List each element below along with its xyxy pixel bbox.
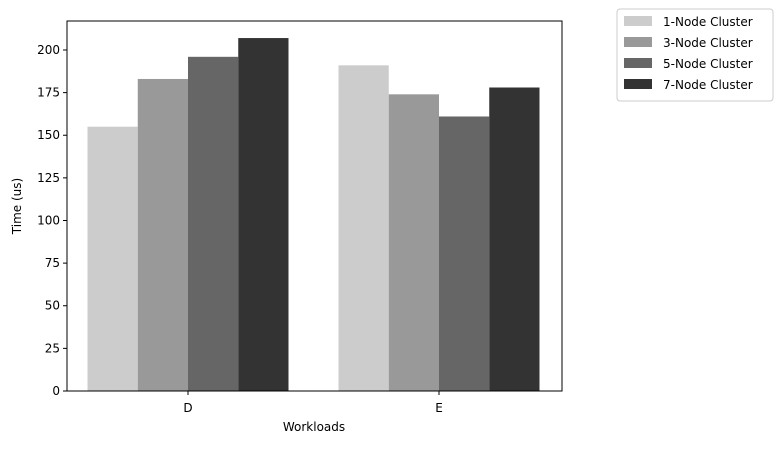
bar-D-series-3 [188,56,239,392]
legend-label: 1-Node Cluster [663,15,753,29]
bar-D-series-2 [137,78,188,391]
x-axis-label: Workloads [283,420,345,434]
bar-E-series-1 [338,65,389,391]
x-tick-label: D [183,401,192,415]
y-tick-label: 100 [37,213,60,227]
bar-D-series-1 [87,126,138,392]
plot-area-frame [66,20,563,392]
legend-swatch [624,37,652,47]
legend-label: 7-Node Cluster [663,78,753,92]
legend-swatch [624,16,652,26]
legend: 1-Node Cluster 3-Node Cluster 5-Node Clust… [616,8,774,102]
y-tick-label: 50 [45,299,60,313]
y-tick-label: 75 [45,256,60,270]
y-axis: 0 25 50 75 100 125 150 175 200 [37,43,67,398]
y-tick-label: 0 [52,384,60,398]
legend-swatch [624,58,652,68]
legend-label: 5-Node Cluster [663,57,753,71]
y-tick-label: 200 [37,43,60,57]
y-tick-label: 25 [45,341,60,355]
bars-layer [87,38,540,392]
x-tick-label: E [435,401,443,415]
legend-swatch [624,79,652,89]
y-tick-label: 175 [37,86,60,100]
bar-E-series-4 [489,87,540,391]
y-axis-label: Time (us) [10,178,24,235]
bar-E-series-2 [388,94,439,391]
legend-label: 3-Node Cluster [663,36,753,50]
y-tick-label: 125 [37,171,60,185]
bar-D-series-4 [238,38,289,392]
y-tick-label: 150 [37,128,60,142]
bar-E-series-3 [439,116,490,391]
legend-frame [616,8,774,102]
